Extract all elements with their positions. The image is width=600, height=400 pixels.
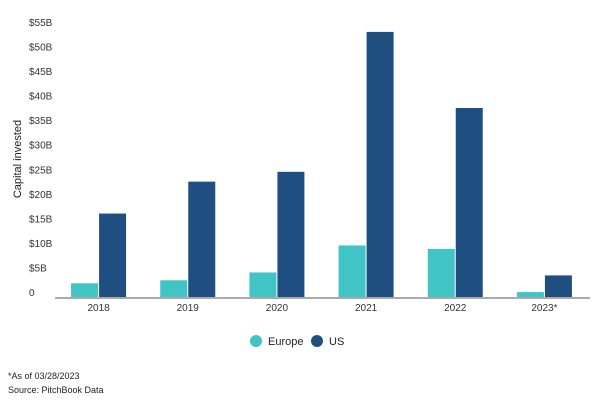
- bar-europe-2018: [71, 283, 99, 297]
- x-tick-label: 2018: [87, 303, 110, 314]
- bar-europe-2022: [427, 248, 455, 297]
- y-tick-label: $5B: [29, 263, 47, 274]
- bar-us-2021: [366, 31, 394, 298]
- y-tick-label: $40B: [29, 92, 53, 103]
- y-tick-label: $20B: [29, 190, 53, 201]
- bar-europe-2021: [338, 245, 366, 297]
- footnote-source: Source: PitchBook Data: [8, 385, 104, 395]
- x-tick-label: 2021: [355, 303, 378, 314]
- y-tick-label: $55B: [29, 18, 53, 29]
- x-tick-label: 2022: [444, 303, 467, 314]
- bar-us-2019: [188, 181, 216, 297]
- legend-label-europe: Europe: [268, 336, 303, 348]
- y-tick-label: $30B: [29, 141, 53, 152]
- legend-swatch-us: [311, 335, 323, 347]
- y-tick-label: 0: [29, 288, 35, 299]
- legend-swatch-europe: [250, 335, 262, 347]
- y-tick-label: $25B: [29, 165, 53, 176]
- y-tick-label: $15B: [29, 214, 53, 225]
- bar-europe-2023: [516, 292, 544, 297]
- x-tick-label: 2023*: [531, 303, 557, 314]
- legend-label-us: US: [329, 336, 344, 348]
- y-tick-label: $10B: [29, 239, 53, 250]
- x-tick-label: 2020: [266, 303, 289, 314]
- bars: [71, 31, 572, 298]
- bar-us-2023: [544, 275, 572, 297]
- bar-us-2018: [99, 213, 127, 297]
- bar-us-2022: [455, 108, 483, 297]
- x-axis-ticks: 2018 2019 2020 2021 2022 2023*: [87, 303, 557, 314]
- legend: Europe US: [250, 335, 344, 348]
- y-tick-label: $45B: [29, 67, 53, 78]
- footnote-as-of: *As of 03/28/2023: [8, 371, 80, 381]
- y-axis-title: Capital invested: [12, 120, 24, 198]
- bar-europe-2019: [160, 280, 188, 297]
- y-tick-label: $35B: [29, 116, 53, 127]
- y-axis-ticks: 0 $5B $10B $15B $20B $25B $30B $35B $40B $45B $50B…: [29, 18, 53, 299]
- bar-us-2020: [277, 171, 305, 297]
- bar-europe-2020: [249, 272, 277, 297]
- y-tick-label: $50B: [29, 43, 53, 54]
- x-tick-label: 2019: [177, 303, 200, 314]
